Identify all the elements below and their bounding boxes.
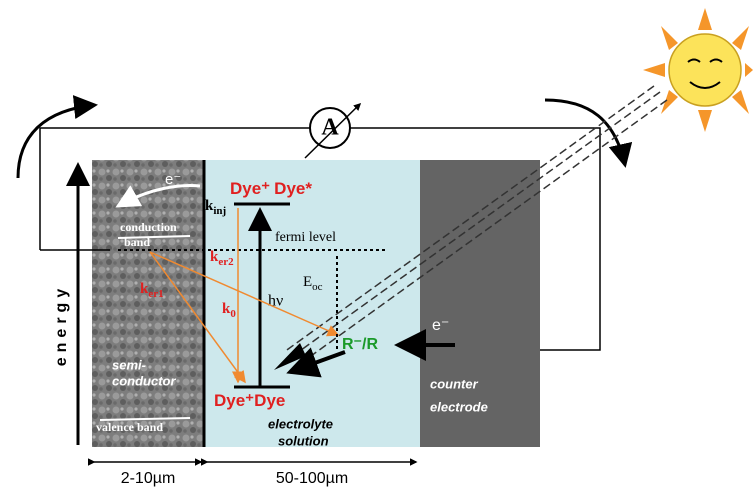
redox-label: R⁻/R: [342, 336, 378, 353]
band-label: valence band: [96, 420, 163, 434]
dimension-label: 50-100µm: [276, 470, 348, 487]
electrolyte-label: solution: [278, 433, 329, 448]
dye-label: Dye⁺: [214, 391, 254, 410]
axis-label: energy: [53, 284, 70, 366]
diagram: A energy e⁻ conduction band semi- conduc…: [0, 0, 753, 489]
rate-label: er1: [148, 288, 163, 300]
rate-label: 0: [230, 308, 236, 320]
eoc-label: oc: [312, 281, 323, 293]
eoc-label: E: [303, 274, 312, 290]
semiconductor-label: conductor: [112, 373, 176, 388]
band-label: conduction: [120, 220, 177, 234]
dimension-label: 2-10µm: [121, 470, 176, 487]
electrolyte-label: electrolyte: [268, 416, 333, 431]
rate-label: inj: [213, 205, 226, 217]
dye-label: Dye*: [274, 179, 312, 198]
current-arrow: [18, 105, 95, 178]
semiconductor-label: semi-: [112, 357, 146, 372]
counter-label: counter: [430, 376, 479, 391]
semiconductor-region: [92, 160, 203, 447]
ammeter-label: A: [321, 115, 339, 141]
fermi-label: fermi level: [275, 230, 336, 245]
rate-label: er2: [218, 256, 234, 268]
dye-label: Dye⁺: [230, 179, 270, 198]
sun: [643, 8, 753, 132]
dye-label: Dye: [254, 391, 285, 410]
dye-label: Dye⁺Dye: [214, 391, 285, 410]
current-arrow: [545, 100, 625, 165]
counter-label: electrode: [430, 399, 488, 414]
electron-label: e⁻: [432, 317, 449, 334]
